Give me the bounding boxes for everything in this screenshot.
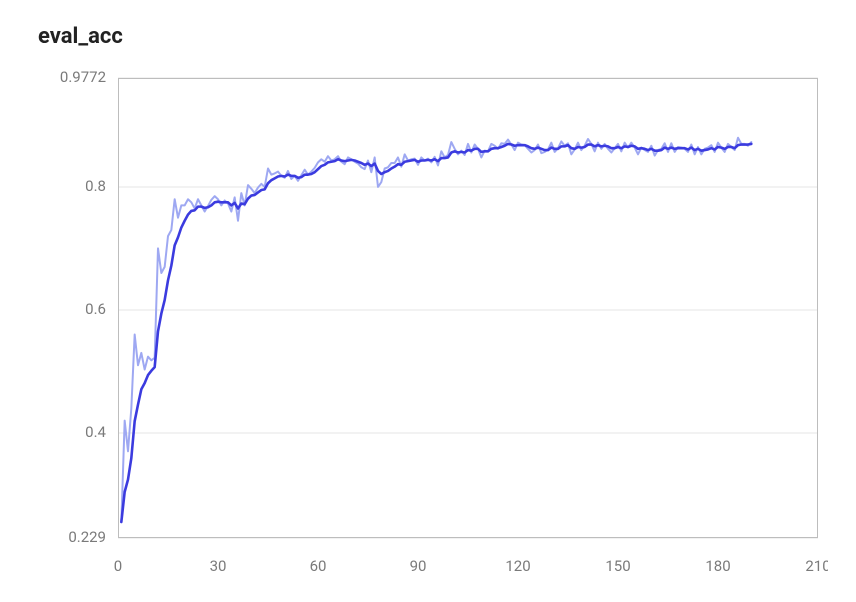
y-tick-label: 0.9772 <box>60 68 106 86</box>
x-tick-label: 150 <box>605 557 630 575</box>
x-tick-label: 90 <box>410 557 427 575</box>
plot-svg: 0.229 0.4 0.6 0.8 0.9772 0 30 60 90 120 150 180 210 <box>48 68 828 578</box>
y-tick-label: 0.6 <box>85 300 106 318</box>
x-tick-label: 30 <box>210 557 227 575</box>
y-tick-label: 0.229 <box>68 528 106 546</box>
chart-title: eval_acc <box>38 24 123 49</box>
x-tick-label: 60 <box>310 557 327 575</box>
x-tick-label: 0 <box>114 557 122 575</box>
plot-area: 0.2290.40.60.80.97720306090120150180210 <box>118 78 818 538</box>
y-tick-label: 0.4 <box>85 423 106 441</box>
x-tick-label: 180 <box>705 557 730 575</box>
x-tick-label: 120 <box>505 557 530 575</box>
x-tick-label: 210 <box>805 557 828 575</box>
y-tick-label: 0.8 <box>85 177 106 195</box>
chart-container: eval_acc 0.229 0.4 0.6 0.8 0.9772 0 30 60 90 120 1… <box>0 0 856 602</box>
